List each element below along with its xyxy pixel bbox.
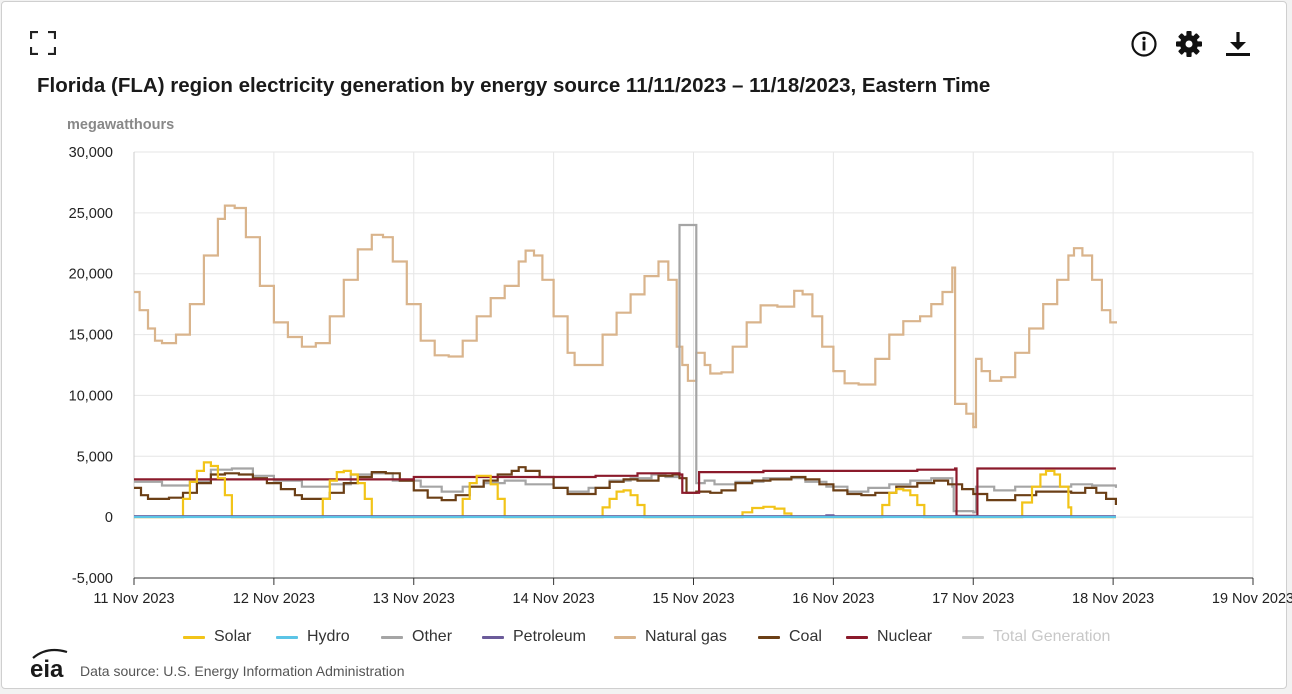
legend-label: Solar bbox=[214, 628, 252, 645]
legend-label: Coal bbox=[789, 628, 822, 645]
legend-label: Hydro bbox=[307, 628, 350, 645]
legend-item-solar[interactable]: Solar bbox=[183, 628, 251, 646]
legend-swatch bbox=[614, 635, 636, 639]
x-tick-label: 13 Nov 2023 bbox=[373, 591, 455, 607]
y-tick-label: 0 bbox=[105, 510, 113, 526]
info-icon bbox=[1131, 31, 1157, 57]
legend: Solar Hydro Other Petroleum Natural gas Coal N… bbox=[0, 628, 1292, 652]
x-tick-label: 14 Nov 2023 bbox=[513, 591, 595, 607]
y-tick-label: 10,000 bbox=[69, 388, 113, 404]
legend-swatch bbox=[381, 635, 403, 639]
data-source-note: Data source: U.S. Energy Information Adm… bbox=[80, 663, 405, 679]
fullscreen-icon bbox=[30, 31, 56, 55]
legend-swatch bbox=[183, 635, 205, 639]
gear-icon bbox=[1176, 31, 1202, 57]
legend-swatch bbox=[758, 635, 780, 639]
series-line-other bbox=[134, 223, 1117, 514]
x-tick-label: 19 Nov 2023 bbox=[1212, 591, 1292, 607]
info-button[interactable] bbox=[1130, 30, 1158, 58]
fullscreen-button[interactable] bbox=[30, 31, 56, 55]
settings-button[interactable] bbox=[1175, 30, 1203, 58]
legend-label: Nuclear bbox=[877, 628, 933, 645]
logo-text: eia bbox=[30, 656, 64, 683]
legend-item-petroleum[interactable]: Petroleum bbox=[482, 628, 586, 646]
legend-swatch bbox=[846, 635, 868, 639]
x-tick-label: 18 Nov 2023 bbox=[1072, 591, 1154, 607]
legend-item-other[interactable]: Other bbox=[381, 628, 452, 646]
chart-title: Florida (FLA) region electricity generat… bbox=[37, 74, 991, 97]
x-tick-label: 15 Nov 2023 bbox=[652, 591, 734, 607]
series-line-coal bbox=[134, 466, 1117, 505]
y-tick-label: 5,000 bbox=[77, 449, 113, 465]
y-tick-label: 20,000 bbox=[69, 267, 113, 283]
y-axis-unit-label: megawatthours bbox=[67, 117, 175, 133]
x-tick-label: 11 Nov 2023 bbox=[93, 591, 174, 607]
legend-item-coal[interactable]: Coal bbox=[758, 628, 822, 646]
legend-swatch bbox=[962, 635, 984, 639]
x-tick-label: 12 Nov 2023 bbox=[233, 591, 315, 607]
legend-label: Other bbox=[412, 628, 453, 645]
legend-label: Natural gas bbox=[645, 628, 727, 645]
eia-logo: eia bbox=[29, 644, 77, 684]
series-line-nuclear bbox=[134, 467, 1116, 517]
y-tick-label: 15,000 bbox=[69, 328, 113, 344]
x-tick-label: 16 Nov 2023 bbox=[792, 591, 874, 607]
legend-item-nuclear[interactable]: Nuclear bbox=[846, 628, 932, 646]
legend-label: Total Generation bbox=[993, 628, 1111, 645]
legend-item-hydro[interactable]: Hydro bbox=[276, 628, 350, 646]
download-button[interactable] bbox=[1224, 30, 1252, 58]
y-tick-label: -5,000 bbox=[72, 571, 113, 587]
legend-item-total-generation[interactable]: Total Generation bbox=[962, 628, 1110, 646]
download-icon bbox=[1226, 32, 1250, 56]
legend-item-natural-gas[interactable]: Natural gas bbox=[614, 628, 727, 646]
y-tick-label: 25,000 bbox=[69, 206, 113, 222]
legend-label: Petroleum bbox=[513, 628, 586, 645]
y-tick-label: 30,000 bbox=[69, 145, 113, 161]
legend-swatch bbox=[276, 635, 298, 639]
legend-swatch bbox=[482, 635, 504, 639]
series-line-natural-gas bbox=[134, 204, 1117, 429]
x-tick-label: 17 Nov 2023 bbox=[932, 591, 1014, 607]
